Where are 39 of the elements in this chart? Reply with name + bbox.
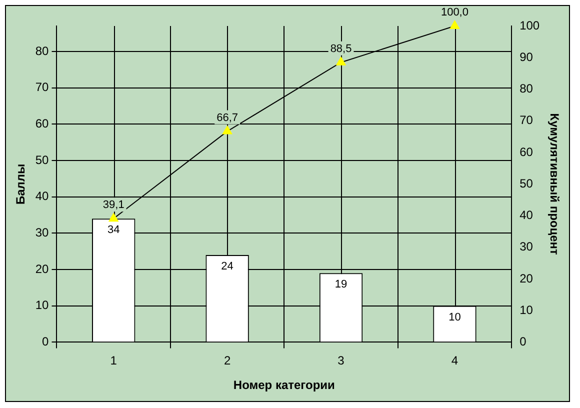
y2-tick-label: 40 (520, 208, 534, 222)
y-tick-label: 0 (42, 334, 50, 349)
data-label: 34 (107, 224, 120, 236)
data-label: 100,0 (440, 6, 468, 19)
data-label: 10 (448, 311, 461, 324)
y2-tick-label: 90 (520, 50, 534, 64)
y2-tick-label: 10 (520, 302, 534, 317)
y-tick-label: 70 (35, 80, 50, 94)
y-axis-title: Баллы (14, 164, 28, 204)
data-label: 24 (221, 260, 234, 273)
y-tick-label: 80 (35, 44, 50, 58)
y2-tick-label: 20 (520, 271, 534, 286)
y2-tick-label: 30 (520, 240, 534, 254)
y-tick-label: 30 (35, 225, 50, 240)
x-tick-label: 1 (110, 354, 118, 368)
y-tick-label: 10 (35, 298, 50, 312)
x-tick-label: 3 (338, 354, 345, 368)
point (336, 56, 346, 66)
y-tick-label: 20 (35, 262, 50, 276)
x-tick-label: 4 (451, 354, 458, 368)
point (222, 126, 232, 134)
y2-tick-label: 0 (520, 334, 527, 349)
y2-tick-label: 80 (520, 82, 534, 96)
y2-axis-title: Кумулятивный процент (547, 113, 562, 256)
y2-tick-label: 50 (520, 176, 534, 190)
y-tick-label: 40 (35, 189, 50, 204)
y-tick-label: 60 (35, 116, 50, 130)
data-label: 39,1 (102, 199, 124, 212)
data-label: 19 (334, 278, 348, 291)
x-tick-label: 2 (224, 354, 231, 368)
point (108, 213, 118, 222)
y2-tick-label: 70 (520, 113, 534, 128)
y-tick-label: 50 (35, 152, 50, 167)
x-axis-title: Номер категории (233, 378, 335, 392)
y2-tick-label: 100 (520, 18, 540, 32)
point (450, 20, 460, 29)
data-label: 66,7 (216, 112, 238, 124)
y2-tick-label: 60 (520, 144, 534, 159)
data-label: 88,5 (330, 42, 352, 55)
